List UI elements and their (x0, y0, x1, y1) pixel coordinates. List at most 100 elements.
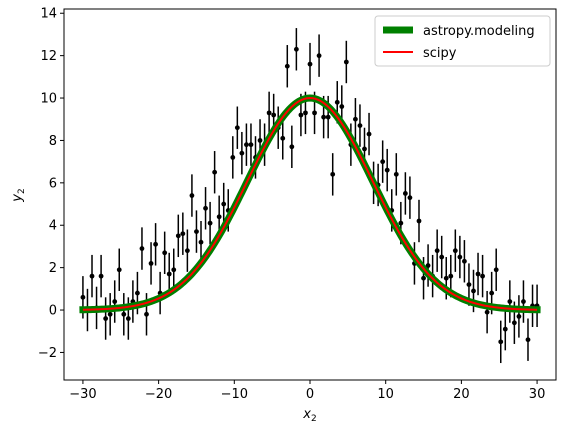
data-point (457, 254, 463, 260)
data-point (166, 271, 172, 277)
data-point (434, 248, 440, 254)
data-point (407, 195, 413, 201)
x-tick-label: −30 (69, 387, 96, 402)
data-point (203, 205, 208, 211)
data-point (212, 169, 218, 175)
data-point (135, 290, 140, 296)
data-point (271, 112, 277, 118)
data-point (207, 220, 213, 226)
data-point (398, 220, 404, 226)
data-point (366, 131, 372, 137)
data-points (80, 46, 540, 345)
y-tick-label: −2 (38, 346, 57, 361)
data-point (511, 320, 517, 326)
data-point (293, 46, 299, 52)
data-point (493, 267, 499, 273)
data-point (289, 144, 295, 150)
data-point (180, 231, 186, 237)
data-point (244, 142, 249, 148)
data-point (498, 339, 504, 345)
plot-area (79, 28, 541, 364)
data-point (321, 114, 327, 120)
data-point (380, 159, 386, 165)
y-tick-label: 0 (49, 304, 57, 319)
data-point (416, 218, 422, 224)
data-point (116, 267, 122, 273)
data-point (89, 273, 95, 279)
data-point (480, 273, 485, 279)
data-point (521, 299, 526, 304)
data-point (230, 155, 236, 160)
data-point (357, 123, 363, 128)
data-point (516, 314, 522, 319)
data-point (448, 273, 454, 279)
y-tick-label: 12 (40, 49, 57, 64)
data-point (139, 246, 145, 251)
data-point (171, 267, 177, 273)
data-point (125, 316, 131, 321)
x-tick-label: 0 (306, 387, 314, 402)
data-point (80, 294, 86, 300)
x-tick-label: 30 (529, 387, 546, 402)
data-point (393, 171, 399, 177)
data-point (280, 135, 286, 141)
data-point (221, 201, 227, 207)
data-point (425, 263, 431, 268)
data-point (507, 299, 513, 304)
data-point (466, 282, 472, 287)
legend-label-astropy: astropy.modeling (423, 24, 535, 39)
data-point (339, 104, 345, 109)
data-point (194, 229, 199, 235)
y-axis-label: y2 (10, 188, 27, 202)
data-point (316, 53, 322, 59)
data-point (266, 110, 272, 116)
data-point (257, 138, 263, 143)
data-point (439, 254, 445, 260)
data-point (452, 248, 458, 254)
y-axis-label-base: y (10, 194, 25, 203)
x-axis-label: x2 (302, 407, 316, 424)
y-tick-label: 10 (40, 92, 57, 107)
data-point (307, 61, 313, 67)
data-point (475, 271, 481, 277)
data-point (462, 258, 467, 264)
data-point (421, 275, 426, 281)
data-point (198, 239, 204, 245)
data-point (502, 326, 508, 332)
data-point (330, 171, 336, 177)
y-tick-label: 2 (49, 261, 57, 276)
data-point (303, 110, 308, 116)
y-ticks: −2 0 2 4 6 8 10 12 14 (38, 7, 64, 361)
data-point (248, 142, 254, 148)
data-point (525, 337, 531, 343)
x-tick-label: 20 (453, 387, 470, 402)
data-point (107, 311, 113, 317)
data-point (144, 311, 149, 317)
data-point (489, 290, 495, 296)
x-tick-label: 10 (377, 387, 394, 402)
data-point (234, 125, 240, 131)
data-point (343, 59, 349, 65)
y-axis-label-sub: 2 (17, 188, 27, 194)
data-point (284, 63, 290, 69)
y-tick-label: 8 (49, 134, 57, 149)
data-point (312, 110, 317, 116)
data-point (162, 250, 168, 256)
y-tick-label: 14 (40, 7, 57, 22)
x-tick-label: −10 (221, 387, 248, 402)
x-tick-label: −20 (145, 387, 172, 402)
data-point (298, 112, 304, 118)
scipy-fit-line (82, 97, 538, 311)
x-ticks: −30 −20 −10 0 10 20 30 (69, 380, 545, 402)
data-point (189, 193, 195, 198)
data-point (325, 114, 331, 120)
data-point (216, 214, 222, 220)
data-point (153, 241, 158, 247)
error-bars (82, 28, 538, 364)
data-point (112, 299, 118, 304)
data-point (384, 167, 390, 173)
data-point (103, 316, 109, 321)
data-point (334, 99, 340, 105)
legend-label-scipy: scipy (423, 46, 457, 61)
data-point (443, 275, 449, 281)
